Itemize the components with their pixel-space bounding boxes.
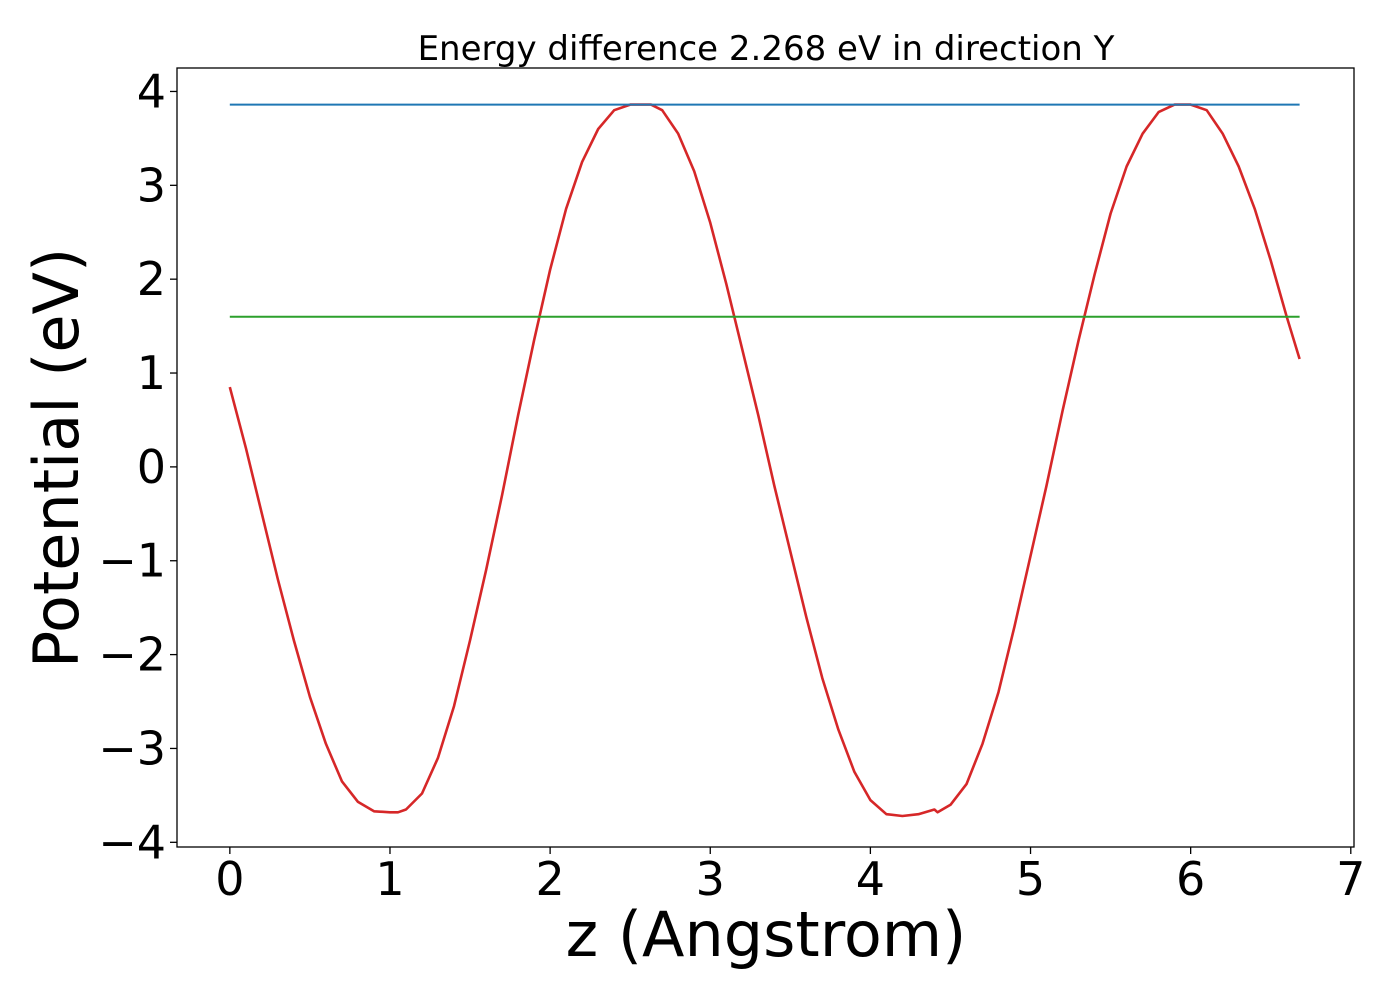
y-tick-label: 3 [137,158,166,212]
y-tick-label: −4 [98,815,166,869]
series-layer [228,103,1301,818]
plot-frame [176,67,1355,848]
x-axis: 0 1 2 3 4 5 6 7 [215,847,1365,906]
y-tick-label: −3 [98,721,166,775]
x-tick-label: 5 [1016,852,1045,906]
x-axis-label: z (Angstrom) [566,898,967,971]
x-tick-label: 2 [535,852,564,906]
chart-title: Energy difference 2.268 eV in direction … [418,29,1115,69]
x-tick-label: 1 [375,852,404,906]
x-tick-label: 7 [1336,852,1365,906]
x-tick-label: 4 [856,852,885,906]
x-tick-label: 0 [215,852,244,906]
x-tick-label: 3 [696,852,725,906]
series-line-0 [228,103,1301,818]
y-tick-label: 0 [137,440,166,494]
y-tick-label: −2 [98,628,166,682]
y-tick-label: −1 [98,534,166,588]
y-tick-label: 2 [137,252,166,306]
y-axis-label: Potential (eV) [20,248,93,668]
y-tick-label: 1 [137,346,166,400]
y-axis: 4 3 2 1 0 −1 −2 −3 −4 [98,64,177,869]
y-tick-label: 4 [137,64,166,118]
x-tick-label: 6 [1176,852,1205,906]
